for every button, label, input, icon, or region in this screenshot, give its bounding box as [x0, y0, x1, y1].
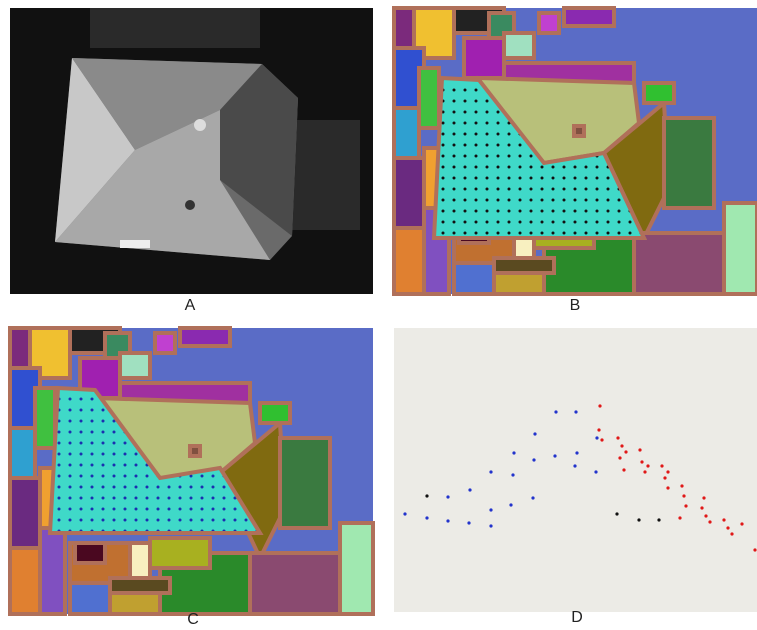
segmentation-map — [394, 8, 757, 294]
segmentation-map — [10, 328, 373, 614]
panel-label: A — [185, 297, 196, 314]
figure: A B C — [0, 0, 757, 630]
panel-label: C — [187, 611, 199, 628]
panel-label: D — [571, 609, 583, 626]
scatter-panel — [394, 328, 757, 612]
panel-label: B — [570, 297, 581, 314]
aerial-image — [10, 8, 373, 294]
